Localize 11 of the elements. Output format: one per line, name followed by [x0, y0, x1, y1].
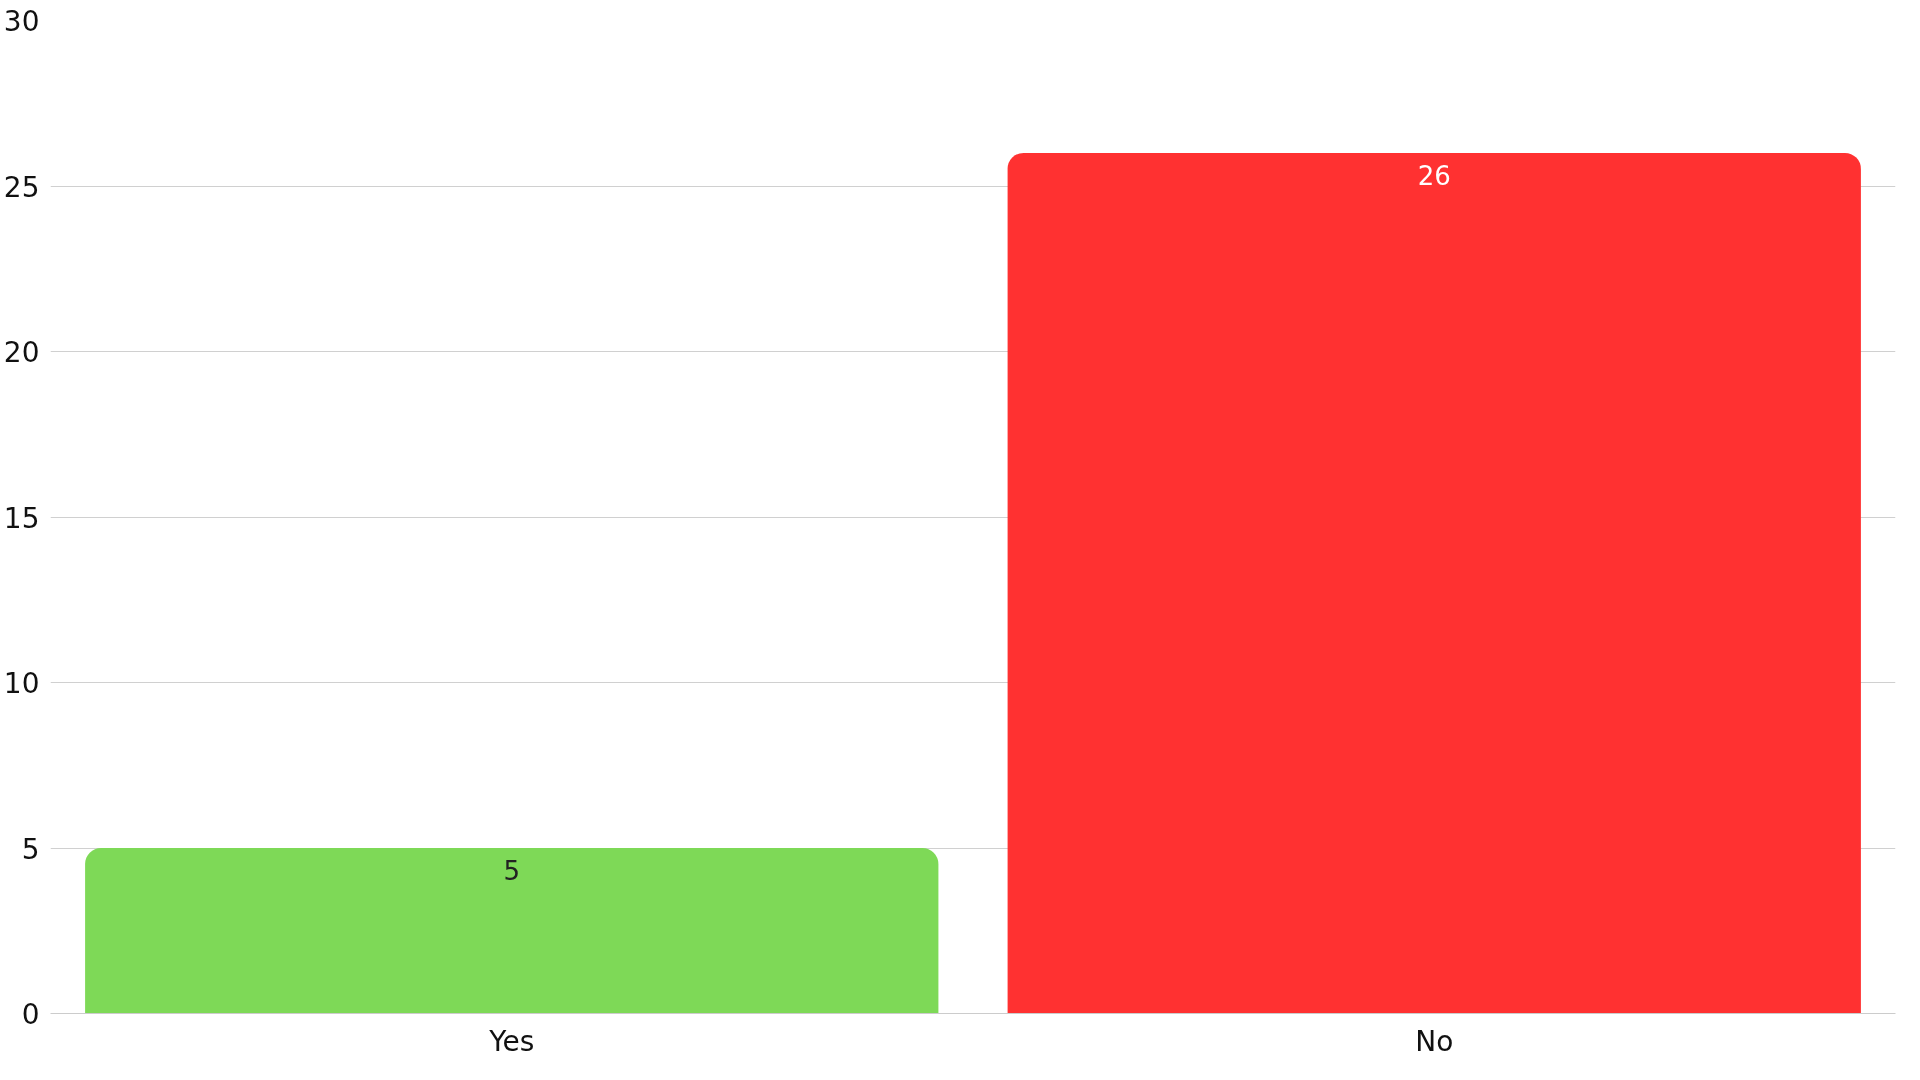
x-tick-label: Yes — [488, 1024, 535, 1058]
y-tick-label: 30 — [3, 5, 40, 38]
data-label: 26 — [1417, 160, 1451, 191]
x-tick-label: No — [1415, 1024, 1454, 1058]
y-tick-label: 0 — [21, 998, 40, 1031]
y-tick-label: 25 — [3, 170, 40, 204]
y-tick-label: 20 — [3, 336, 40, 369]
y-tick-label: 15 — [3, 501, 40, 535]
y-tick-label: 5 — [21, 832, 40, 866]
data-label: 5 — [503, 856, 521, 886]
y-tick-label: 10 — [3, 667, 40, 700]
